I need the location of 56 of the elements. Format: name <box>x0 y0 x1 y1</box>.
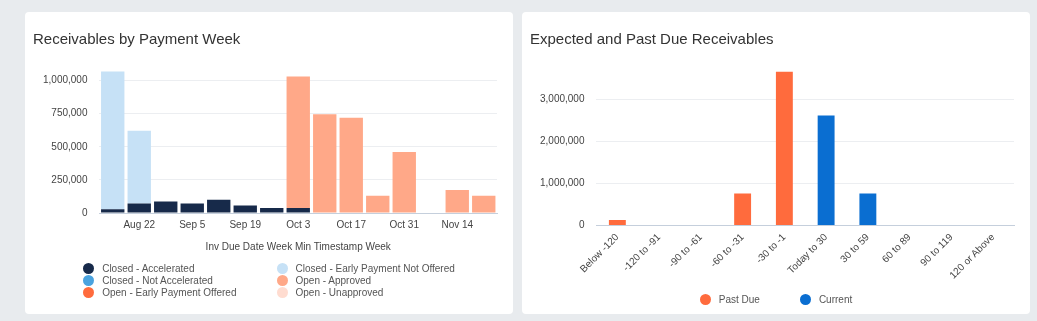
bar <box>233 205 257 213</box>
x-tick-label: Oct 3 <box>286 218 311 230</box>
bar <box>859 193 877 225</box>
y-tick-label: 0 <box>81 206 88 218</box>
chart-title: Expected and Past Due Receivables <box>530 30 775 49</box>
legend-label: Closed - Accelerated <box>101 263 196 274</box>
x-tick-label: Sep 5 <box>179 218 206 230</box>
x-tick-label: Nov 14 <box>441 218 474 230</box>
legend-label: Open - Approved <box>294 275 373 286</box>
y-tick-label: 3,000,000 <box>539 93 585 105</box>
bar <box>392 152 416 213</box>
bar <box>608 219 626 225</box>
legend-label: Open - Early Payment Offered <box>101 287 237 298</box>
y-tick-label: 2,000,000 <box>539 135 585 147</box>
y-tick-label: 0 <box>578 219 585 231</box>
bar <box>775 71 793 225</box>
legend-label: Open - Unapproved <box>294 287 385 298</box>
x-axis-title: Inv Due Date Week Min Timestamp Week <box>205 240 392 252</box>
x-tick-label: -30 to -1 <box>753 230 789 266</box>
y-tick-label: 250,000 <box>51 173 88 185</box>
bar <box>734 193 752 225</box>
x-tick-label: 60 to 89 <box>879 230 914 265</box>
legend-label: Closed - Early Payment Not Offered <box>294 263 455 274</box>
x-tick-label: -90 to -61 <box>666 230 705 270</box>
bar <box>313 114 337 213</box>
bar <box>260 208 284 213</box>
y-tick-label: 1,000,000 <box>42 74 88 86</box>
legend-label: Closed - Not Accelerated <box>101 275 214 286</box>
bar <box>101 209 125 213</box>
x-tick-label: -120 to -91 <box>620 230 663 274</box>
bar <box>127 130 151 204</box>
legend-label: Past Due <box>717 294 760 305</box>
y-tick-label: 750,000 <box>51 107 88 119</box>
bar <box>154 201 178 213</box>
bar <box>207 199 231 213</box>
bar <box>339 117 363 213</box>
y-tick-label: 1,000,000 <box>539 177 585 189</box>
bar <box>286 208 310 213</box>
x-tick-label: -60 to -31 <box>707 230 747 270</box>
bar <box>445 190 469 213</box>
x-tick-label: 90 to 119 <box>917 230 956 269</box>
bar <box>127 203 151 213</box>
x-tick-label: Sep 19 <box>229 218 262 230</box>
chart-title: Receivables by Payment Week <box>33 30 242 49</box>
x-tick-label: 30 to 59 <box>837 230 872 265</box>
bar <box>366 195 390 213</box>
legend-label: Current <box>817 294 853 305</box>
x-tick-label: Oct 17 <box>336 218 367 230</box>
x-tick-label: Oct 31 <box>389 218 420 230</box>
x-tick-label: Aug 22 <box>123 218 156 230</box>
bar <box>817 115 835 225</box>
bar <box>286 76 310 209</box>
bar <box>101 71 125 210</box>
y-tick-label: 500,000 <box>51 140 88 152</box>
bar <box>472 195 496 213</box>
bar <box>180 203 204 213</box>
